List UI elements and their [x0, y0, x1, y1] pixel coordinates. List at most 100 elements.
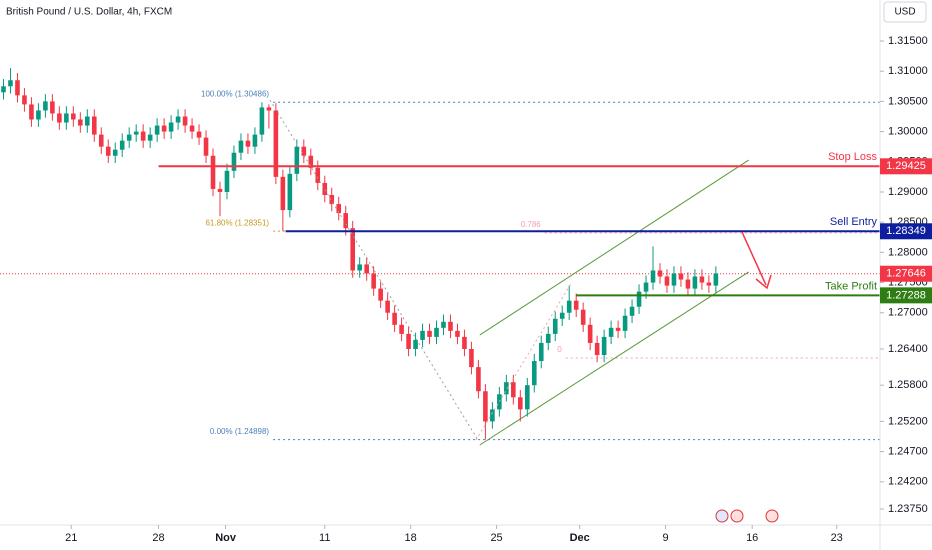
candle-body — [357, 264, 362, 271]
candle-body — [85, 116, 90, 126]
x-tick-label: Dec — [570, 532, 590, 544]
candle-body — [636, 291, 642, 307]
candle-body — [538, 342, 544, 362]
candle-body — [531, 361, 537, 386]
candle-body — [601, 336, 607, 356]
candle-body — [64, 113, 69, 123]
event-icons[interactable] — [715, 509, 779, 523]
event-icon[interactable] — [730, 509, 744, 523]
candle-body — [406, 333, 411, 349]
price-box — [880, 223, 932, 240]
candle-body — [455, 330, 460, 337]
x-tick-label: 11 — [319, 532, 330, 544]
y-tick-label: 1.25200 — [888, 415, 928, 427]
candle-body — [469, 348, 474, 368]
candle-body — [29, 104, 34, 120]
candle-body — [497, 394, 502, 410]
candle-body — [91, 116, 97, 135]
candle-body — [476, 367, 481, 392]
y-tick-label: 1.28000 — [888, 246, 928, 258]
y-tick-label: 1.24700 — [888, 446, 928, 458]
event-icon[interactable] — [765, 509, 779, 523]
fib-label: 0.00% (1.24898) — [210, 427, 269, 436]
candle-body — [329, 194, 335, 205]
candle-body — [196, 131, 202, 138]
candle-body — [573, 300, 579, 310]
trade-level-label: Stop Loss — [828, 151, 877, 163]
x-tick-label: 9 — [663, 532, 669, 544]
candle-body — [343, 213, 349, 229]
candle-body — [8, 80, 13, 87]
candle-body — [580, 309, 586, 325]
candle-body — [504, 382, 509, 395]
candle-body — [294, 146, 300, 174]
candle-body — [657, 270, 663, 277]
candle-body — [350, 228, 355, 271]
currency: USD — [894, 7, 915, 18]
candle-body — [15, 80, 20, 96]
price-box-label: 1.27288 — [886, 289, 926, 301]
candle-body — [266, 107, 272, 111]
candle-body — [287, 173, 293, 211]
currency-box[interactable] — [883, 1, 927, 23]
candle-body — [706, 282, 712, 286]
candle-body — [189, 125, 195, 132]
plot-area: 100.00% (1.30486) 61.80% (1.28351) 0.00% (… — [0, 68, 880, 446]
candle-body — [364, 264, 369, 274]
candle-body — [210, 155, 216, 189]
candle-body — [552, 318, 558, 334]
candle-body — [147, 134, 153, 141]
candle-body — [559, 312, 565, 319]
candle-body — [483, 391, 488, 422]
candle-body — [231, 152, 237, 171]
y-tick-label: 1.23750 — [888, 503, 928, 515]
x-tick-label: 18 — [405, 532, 417, 544]
candle-body — [71, 113, 76, 120]
y-tick-label: 1.26400 — [888, 343, 928, 355]
candle-body — [161, 125, 167, 132]
candle-body — [692, 276, 698, 289]
candle-body — [273, 110, 279, 177]
price-box-label: 1.29425 — [886, 160, 926, 172]
candle-body — [448, 321, 453, 331]
trade-level-label: Take Profit — [825, 280, 877, 292]
candle-body — [545, 333, 551, 343]
candle-body — [245, 140, 251, 147]
candle-body — [112, 149, 118, 156]
candle-body — [615, 327, 621, 331]
fib-trend-line — [269, 99, 479, 441]
candle-body — [420, 330, 425, 340]
trade-level-label: Sell Entry — [830, 216, 878, 228]
fib-label: 100.00% (1.30486) — [201, 89, 269, 98]
candle-body — [140, 131, 146, 141]
candle-body — [315, 167, 321, 183]
candle-body — [371, 273, 376, 289]
y-tick-label: 1.25800 — [888, 379, 928, 391]
candle-body — [685, 279, 691, 289]
fib-trend-line — [475, 281, 573, 441]
candle-body — [518, 397, 523, 410]
candle-body — [182, 116, 188, 126]
candle-body — [413, 339, 418, 349]
candle-body — [699, 276, 705, 283]
candle-body — [308, 155, 314, 168]
candle-body — [650, 270, 656, 283]
candle-body — [378, 288, 383, 301]
fib-label: 61.80% (1.28351) — [205, 218, 269, 227]
event-icon[interactable] — [715, 509, 729, 523]
candle-body — [105, 146, 111, 156]
x-tick-label: 23 — [831, 532, 843, 544]
candle-body — [50, 101, 55, 114]
y-tick-label: 1.29000 — [888, 186, 928, 198]
candle-body — [336, 204, 342, 214]
candle-body — [490, 409, 495, 422]
candle-body — [175, 116, 181, 123]
candle-body — [238, 140, 244, 153]
candle-body — [643, 282, 649, 292]
fib-label: 0.786 — [521, 220, 542, 229]
candle-body — [566, 300, 572, 313]
candle-body — [587, 324, 593, 343]
price-box — [880, 287, 932, 304]
candle-body — [98, 134, 104, 147]
